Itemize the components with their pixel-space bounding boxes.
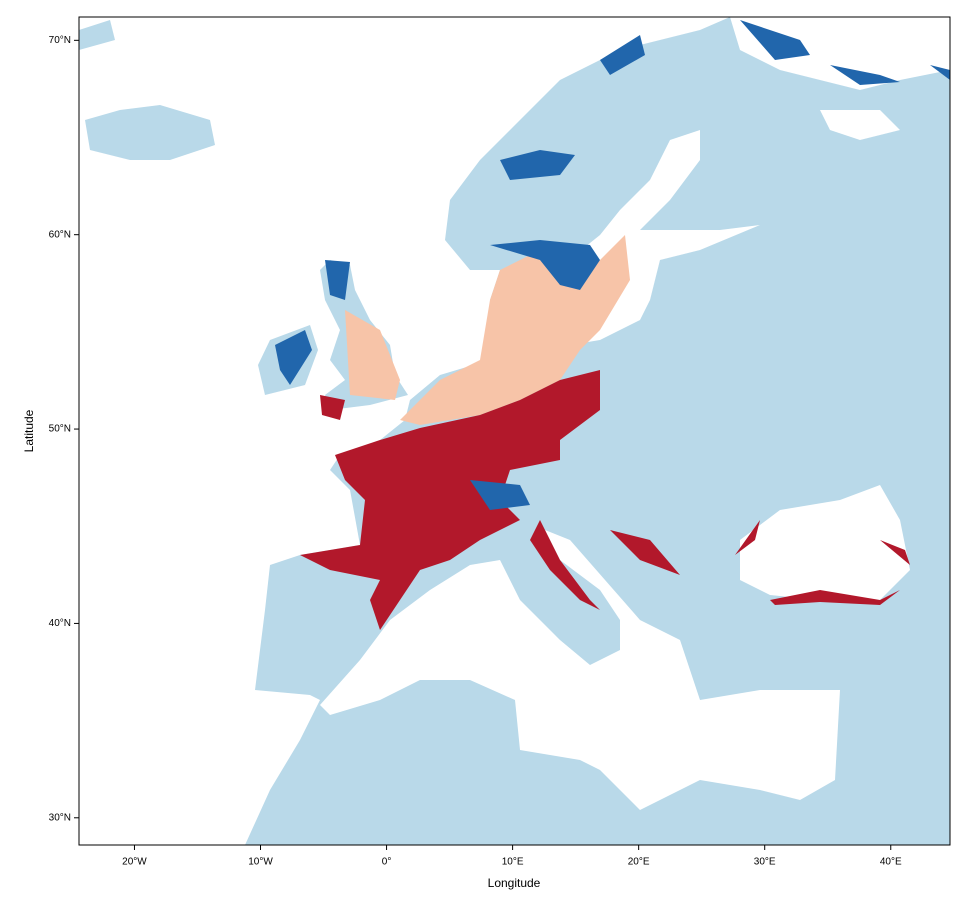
y-tick-label: 30°N <box>49 812 71 823</box>
x-tick-label: 30°E <box>754 857 776 868</box>
iceland <box>79 20 215 160</box>
x-tick-label: 10°E <box>502 857 524 868</box>
x-tick-label: 20°E <box>628 857 650 868</box>
range-red <box>300 370 910 630</box>
x-tick-label: 20°W <box>122 857 147 868</box>
y-tick-label: 50°N <box>49 424 71 435</box>
y-tick-label: 70°N <box>49 35 71 46</box>
x-tick-label: 0° <box>382 857 392 868</box>
y-axis-label: Latitude <box>22 409 36 452</box>
mediterranean <box>320 530 840 810</box>
atlantic <box>79 17 730 845</box>
x-tick-label: 10°W <box>248 857 273 868</box>
y-tick-label: 40°N <box>49 618 71 629</box>
map-area <box>79 17 950 845</box>
x-axis-label: Longitude <box>488 876 541 890</box>
y-tick-label: 60°N <box>49 229 71 240</box>
x-tick-label: 40°E <box>880 857 902 868</box>
plot-frame <box>78 16 951 846</box>
black-sea <box>740 485 910 600</box>
